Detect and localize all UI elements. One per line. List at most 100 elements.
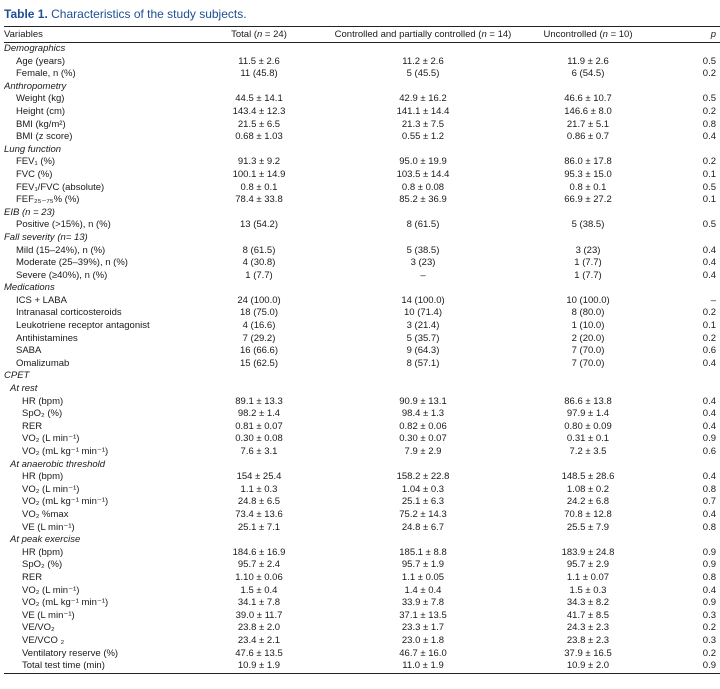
cell-p-value: 0.4 <box>702 395 716 407</box>
cell-p-value: 0.4 <box>702 131 716 143</box>
cell-total: 16 (66.6) <box>239 345 279 357</box>
cell-uncontrolled: 10 (100.0) <box>566 294 610 306</box>
cell-p-value: 0.5 <box>702 219 716 231</box>
table-header-row: Variables Total (n = 24) Controlled and … <box>4 26 720 43</box>
cell-controlled: 3 (23) <box>410 257 436 269</box>
cell-uncontrolled: 95.7 ± 2.9 <box>566 559 610 571</box>
header-uncontrolled-n: n <box>602 29 608 40</box>
cell-variable: Demographics <box>4 43 66 54</box>
cell-variable: Anthropometry <box>4 80 67 92</box>
table-row: Mild (15–24%), n (%) 8 (61.5) 5 (38.5) 3 (2… <box>4 245 720 258</box>
cell-controlled: 33.9 ± 7.8 <box>401 597 445 609</box>
cell-uncontrolled: 46.6 ± 10.7 <box>564 93 612 105</box>
table-row: Intranasal corticosteroids 18 (75.0) 10 (7… <box>4 307 720 320</box>
cell-total <box>194 81 324 94</box>
cell-controlled: 1.04 ± 0.3 <box>401 483 445 495</box>
cell-total: 0.8 ± 0.1 <box>240 181 278 193</box>
cell-variable: FVC (%) <box>16 168 53 180</box>
cell-p-value <box>654 383 720 396</box>
cell-total: 73.4 ± 13.6 <box>235 508 283 520</box>
cell-variable: Age (years) <box>16 55 66 67</box>
cell-p-value: 0.2 <box>702 647 716 659</box>
cell-uncontrolled: 0.31 ± 0.1 <box>566 433 610 445</box>
table-section-row: At anaerobic threshold <box>4 459 720 472</box>
cell-variable: Severe (≥40%), n (%) <box>16 269 108 281</box>
cell-total: 4 (30.8) <box>242 257 276 269</box>
header-total-label: Total ( <box>231 29 257 40</box>
cell-total <box>194 282 324 295</box>
cell-total: 143.4 ± 12.3 <box>232 105 286 117</box>
cell-p-value: – <box>710 294 716 306</box>
cell-controlled: 95.7 ± 1.9 <box>401 559 445 571</box>
table-row: ICS + LABA 24 (100.0) 14 (100.0) 10 (100.0)… <box>4 295 720 308</box>
cell-controlled: 75.2 ± 14.3 <box>399 508 447 520</box>
cell-uncontrolled: 1 (7.7) <box>574 269 602 281</box>
cell-p-value: 0.7 <box>702 496 716 508</box>
cell-variable: SpO₂ (%) <box>22 559 63 571</box>
cell-p-value: 0.2 <box>702 105 716 117</box>
cell-p-value <box>654 144 720 157</box>
cell-p-value: 0.2 <box>702 156 716 168</box>
cell-variable: Omalizumab <box>16 357 70 369</box>
cell-total: 0.68 ± 1.03 <box>235 131 283 143</box>
cell-p-value <box>654 207 720 220</box>
table-row: VO₂ (mL kg⁻¹ min⁻¹) 34.1 ± 7.8 33.9 ± 7.8 3… <box>4 597 720 610</box>
cell-controlled: 5 (35.7) <box>406 332 440 344</box>
cell-uncontrolled <box>522 534 654 547</box>
cell-p-value: 0.5 <box>702 55 716 67</box>
cell-variable: Moderate (25–39%), n (%) <box>16 257 128 269</box>
cell-controlled: 8 (57.1) <box>406 357 440 369</box>
cell-controlled: 85.2 ± 36.9 <box>399 194 447 206</box>
cell-controlled: 10 (71.4) <box>403 307 443 319</box>
header-uncontrolled-label: Uncontrolled ( <box>543 29 603 40</box>
table-row: HR (bpm) 89.1 ± 13.3 90.9 ± 13.1 86.6 ± 13.… <box>4 396 720 409</box>
cell-variable: At rest <box>10 383 38 395</box>
cell-variable: FEF₂₅₋₇₅% (%) <box>16 194 80 206</box>
cell-uncontrolled: 41.7 ± 8.5 <box>566 609 610 621</box>
cell-p-value: 0.8 <box>702 483 716 495</box>
cell-uncontrolled <box>522 43 654 56</box>
cell-controlled: 158.2 ± 22.8 <box>396 471 450 483</box>
cell-variable: Intranasal corticosteroids <box>16 307 122 319</box>
cell-p-value: 0.8 <box>702 521 716 533</box>
cell-total: 25.1 ± 7.1 <box>237 521 281 533</box>
cell-total: 15 (62.5) <box>239 357 279 369</box>
cell-uncontrolled: 1.1 ± 0.07 <box>566 571 610 583</box>
cell-total: 91.3 ± 9.2 <box>237 156 281 168</box>
cell-controlled: 5 (45.5) <box>406 68 440 80</box>
cell-total: 0.30 ± 0.08 <box>235 433 283 445</box>
cell-variable: SABA <box>16 345 42 357</box>
table-row: Leukotriene receptor antagonist 4 (16.6) 3… <box>4 320 720 333</box>
cell-uncontrolled: 1 (10.0) <box>571 320 605 332</box>
cell-p-value: 0.4 <box>702 584 716 596</box>
cell-p-value: 0.6 <box>702 345 716 357</box>
cell-total: 11 (45.8) <box>240 68 278 80</box>
cell-uncontrolled: 37.9 ± 16.5 <box>564 647 612 659</box>
cell-variable: Antihistamines <box>16 332 78 344</box>
table-section-row: EIB (n = 23) <box>4 207 720 220</box>
cell-controlled: 11.2 ± 2.6 <box>402 55 444 67</box>
cell-controlled: 42.9 ± 16.2 <box>399 93 447 105</box>
cell-controlled: 8 (61.5) <box>406 219 440 231</box>
cell-controlled: 1.4 ± 0.4 <box>404 584 442 596</box>
cell-p-value: 0.3 <box>702 609 716 621</box>
cell-variable: VE/VCO ₂ <box>22 634 65 646</box>
cell-p-value: 0.3 <box>702 634 716 646</box>
cell-total: 13 (54.2) <box>239 219 279 231</box>
cell-controlled: 11.0 ± 1.9 <box>402 660 444 672</box>
table-row: SpO₂ (%) 98.2 ± 1.4 98.4 ± 1.3 97.9 ± 1.4 0.… <box>4 408 720 421</box>
table-section-row: Medications <box>4 282 720 295</box>
header-total-n: n <box>257 29 263 40</box>
cell-controlled: 9 (64.3) <box>406 345 440 357</box>
cell-variable: HR (bpm) <box>22 471 64 483</box>
cell-controlled: 5 (38.5) <box>406 244 440 256</box>
cell-variable: At peak exercise <box>10 534 81 546</box>
table-row: Ventilatory reserve (%) 47.6 ± 13.5 46.7 ±… <box>4 648 720 661</box>
cell-p-value: 0.2 <box>702 332 716 344</box>
table-caption-title: Characteristics of the study subjects. <box>51 7 247 21</box>
cell-uncontrolled <box>522 144 654 157</box>
cell-variable: FEV₁/FVC (absolute) <box>16 181 105 193</box>
table-row: VE/VCO ₂ 23.4 ± 2.1 23.0 ± 1.8 23.8 ± 2.3 0.… <box>4 635 720 648</box>
cell-p-value <box>654 282 720 295</box>
cell-uncontrolled: 148.5 ± 28.6 <box>561 471 615 483</box>
